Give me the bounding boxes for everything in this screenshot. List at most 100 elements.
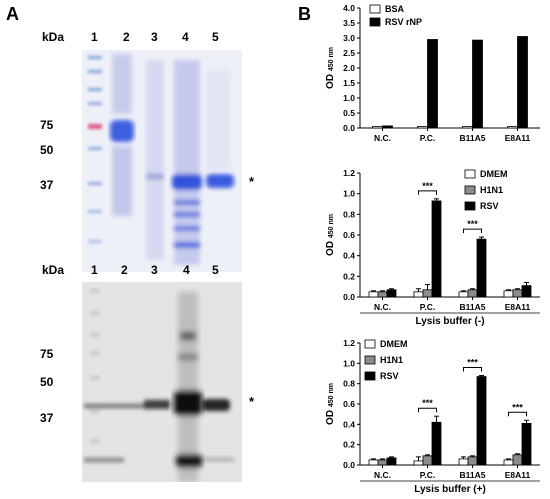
y-tick-label: 3.5 bbox=[343, 18, 355, 28]
significance-bracket bbox=[508, 411, 527, 417]
bar-rsv-n-c bbox=[386, 457, 397, 466]
y-tick-label: 0.8 bbox=[343, 209, 355, 219]
x-tick-label-n-c: N.C. bbox=[374, 470, 391, 480]
bar-rsv-rnp-n-c bbox=[382, 125, 393, 129]
bar-rsv-rnp-e8a11 bbox=[517, 36, 528, 129]
bar-h1n1-e8a11 bbox=[512, 289, 523, 298]
bottom-gel-lane-4: 4 bbox=[183, 263, 190, 277]
bar-h1n1-b11a5 bbox=[467, 289, 478, 298]
y-tick-label: 0.6 bbox=[343, 399, 355, 409]
x-tick-label-p-c: P.C. bbox=[420, 470, 435, 480]
lysis-buffer-minus-bar-chart: 0.0 0.2 0.4 0.6 0.8 1.0 1.2 OD 450 nm N.C. P.C. B1… bbox=[325, 168, 540, 327]
y-tick-label: 0.0 bbox=[343, 460, 355, 470]
legend-swatch-dmem bbox=[364, 339, 376, 349]
significance-bracket bbox=[418, 407, 437, 413]
significance-label-p-c: *** bbox=[422, 398, 433, 408]
legend-label-dmem: DMEM bbox=[480, 169, 508, 179]
bottom-gel-lane-2: 2 bbox=[121, 263, 128, 277]
bar-dmem-b11a5 bbox=[458, 291, 469, 298]
panel-b-letter: B bbox=[298, 4, 311, 24]
legend-swatch-bsa bbox=[369, 4, 381, 14]
top-gel-kda-label: kDa bbox=[42, 30, 65, 44]
top-gel-marker-75: 75 bbox=[40, 118, 54, 132]
bar-dmem-b11a5 bbox=[458, 458, 469, 466]
bar-bsa-n-c bbox=[372, 126, 383, 129]
significance-label-b11a5: *** bbox=[467, 358, 478, 368]
y-axis-label: OD 450 nm bbox=[325, 214, 336, 256]
y-tick-label: 1.2 bbox=[343, 338, 355, 348]
y-tick-label: 1.0 bbox=[343, 189, 355, 199]
legend-swatch-rsv bbox=[464, 201, 476, 211]
y-tick-label: 0.5 bbox=[343, 108, 355, 118]
legend-swatch-h1n1 bbox=[464, 185, 476, 195]
bottom-gel-lane-3: 3 bbox=[151, 263, 158, 277]
bar-rsv-b11a5 bbox=[476, 376, 487, 466]
bottom-gel-kda-label: kDa bbox=[42, 263, 65, 277]
coomassie-gel-image bbox=[82, 50, 242, 272]
legend-label-rsv: RSV bbox=[380, 371, 399, 381]
legend-swatch-rsv bbox=[364, 371, 376, 381]
bar-dmem-n-c bbox=[368, 459, 379, 466]
significance-bracket bbox=[418, 190, 437, 195]
x-tick-label-p-c: P.C. bbox=[420, 302, 435, 312]
bar-dmem-p-c bbox=[413, 291, 424, 298]
bottom-gel-lane-5: 5 bbox=[212, 263, 219, 277]
legend-label-bsa: BSA bbox=[385, 4, 405, 14]
top-gel-lane-5: 5 bbox=[212, 30, 219, 44]
y-tick-label: 0.4 bbox=[343, 251, 355, 261]
y-tick-label: 2.0 bbox=[343, 63, 355, 73]
lysis-buffer-plus-bar-chart: 0.0 0.2 0.4 0.6 0.8 1.0 1.2 OD 450 nm N.C. P.C. B1… bbox=[325, 338, 540, 495]
x-tick-label-p-c: P.C. bbox=[420, 133, 435, 143]
x-axis-label: Lysis buffer (+) bbox=[414, 484, 486, 495]
bar-rsv-rnp-b11a5 bbox=[472, 39, 483, 129]
significance-label-b11a5: *** bbox=[467, 219, 478, 229]
significance-label-e8a11: *** bbox=[512, 402, 523, 412]
bar-rsv-p-c bbox=[431, 421, 442, 466]
y-tick-label: 1.0 bbox=[343, 93, 355, 103]
y-tick-label: 3.0 bbox=[343, 33, 355, 43]
legend-label-rsv-rnp: RSV rNP bbox=[385, 17, 422, 27]
bottom-gel-marker-37: 37 bbox=[40, 411, 54, 425]
bottom-gel-marker-75: 75 bbox=[40, 347, 54, 361]
legend-label-h1n1: H1N1 bbox=[380, 355, 403, 365]
bar-dmem-e8a11 bbox=[503, 459, 514, 466]
bar-rsv-p-c bbox=[431, 200, 442, 298]
x-tick-label-n-c: N.C. bbox=[374, 302, 391, 312]
x-tick-label-e8a11: E8A11 bbox=[505, 133, 531, 143]
x-tick-label-b11a5: B11A5 bbox=[460, 470, 486, 480]
y-tick-label: 0.0 bbox=[343, 123, 355, 133]
bar-rsv-e8a11 bbox=[521, 422, 532, 466]
y-tick-label: 0.2 bbox=[343, 440, 355, 450]
top-gel-marker-50: 50 bbox=[40, 143, 54, 157]
top-gel-lane-2: 2 bbox=[123, 30, 130, 44]
y-tick-label: 0.4 bbox=[343, 419, 355, 429]
top-gel-lane-3: 3 bbox=[151, 30, 158, 44]
bottom-gel-asterisk: * bbox=[249, 394, 255, 409]
bar-h1n1-e8a11 bbox=[512, 454, 523, 466]
y-axis-label: OD 450 nm bbox=[325, 47, 336, 89]
panel-a-letter: A bbox=[6, 4, 19, 24]
y-tick-label: 2.5 bbox=[343, 48, 355, 58]
y-tick-label: 0.6 bbox=[343, 230, 355, 240]
y-tick-label: 0.0 bbox=[343, 292, 355, 302]
bar-h1n1-p-c bbox=[422, 455, 433, 466]
bottom-gel-lane-1: 1 bbox=[91, 263, 98, 277]
bar-dmem-e8a11 bbox=[503, 290, 514, 298]
bar-bsa-e8a11 bbox=[507, 126, 518, 129]
y-tick-label: 4.0 bbox=[343, 3, 355, 13]
x-tick-label-e8a11: E8A11 bbox=[505, 302, 531, 312]
bar-rsv-n-c bbox=[386, 289, 397, 298]
legend-label-dmem: DMEM bbox=[380, 339, 408, 349]
significance-label-p-c: *** bbox=[422, 181, 433, 191]
bar-h1n1-b11a5 bbox=[467, 456, 478, 466]
bar-rsv-e8a11 bbox=[521, 285, 532, 298]
bar-rsv-rnp-p-c bbox=[427, 39, 438, 129]
x-tick-label-n-c: N.C. bbox=[374, 133, 391, 143]
bar-dmem-p-c bbox=[413, 460, 424, 466]
x-tick-label-e8a11: E8A11 bbox=[505, 470, 531, 480]
bar-bsa-p-c bbox=[417, 126, 428, 129]
y-tick-label: 1.2 bbox=[343, 168, 355, 178]
y-axis-label: OD 450 nm bbox=[325, 383, 336, 425]
bsa-rnp-bar-chart: 0.0 0.5 1.0 1.5 2.0 2.5 3.0 3.5 4.0 OD 450 nm N.C.… bbox=[325, 3, 540, 143]
top-gel-lane-1: 1 bbox=[91, 30, 98, 44]
